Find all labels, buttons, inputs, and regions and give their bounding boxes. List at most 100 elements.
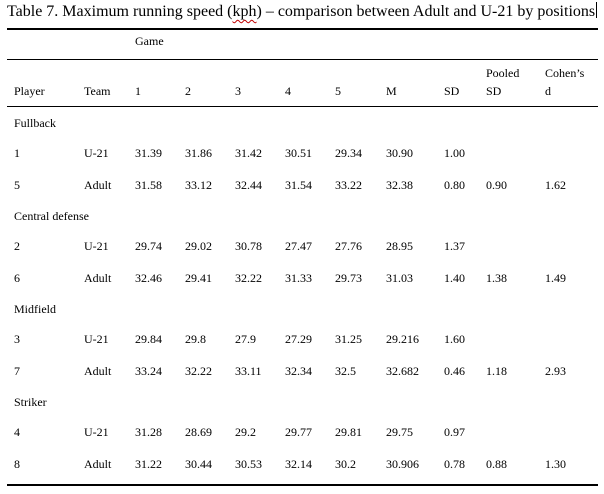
cell-g3: 30.78 xyxy=(235,239,262,253)
cell-team: U-21 xyxy=(84,146,109,160)
cell-m: 29.216 xyxy=(386,332,419,346)
cell-player: 6 xyxy=(14,271,20,285)
cell-g5: 30.2 xyxy=(335,457,356,471)
col-header-mean: M xyxy=(386,84,397,98)
cell-cohen: 1.62 xyxy=(545,178,566,192)
cell-pooled: 1.38 xyxy=(486,271,507,285)
cell-g4: 31.33 xyxy=(285,271,312,285)
game-group-header: Game xyxy=(135,34,164,48)
cell-g5: 27.76 xyxy=(335,239,362,253)
cell-g2: 28.69 xyxy=(185,425,212,439)
col-header-team: Team xyxy=(84,84,111,98)
cell-m: 30.90 xyxy=(386,146,413,160)
cell-sd: 1.60 xyxy=(444,332,465,346)
cell-team: Adult xyxy=(84,457,112,471)
cell-g1: 31.28 xyxy=(135,425,162,439)
col-header-cohen-line2: d xyxy=(545,84,551,98)
table-top-rule xyxy=(7,28,598,30)
cell-player: 8 xyxy=(14,457,20,471)
cell-m: 32.38 xyxy=(386,178,413,192)
cell-g4: 29.77 xyxy=(285,425,312,439)
col-header-sd: SD xyxy=(444,84,460,98)
cell-g2: 29.02 xyxy=(185,239,212,253)
cell-pooled: 0.90 xyxy=(486,178,507,192)
cell-g4: 32.34 xyxy=(285,364,312,378)
position-group-label: Midfield xyxy=(14,302,56,316)
position-group-label: Fullback xyxy=(14,116,56,130)
cell-m: 32.682 xyxy=(386,364,419,378)
cell-g2: 33.12 xyxy=(185,178,212,192)
cell-cohen: 1.49 xyxy=(545,271,566,285)
cell-sd: 0.46 xyxy=(444,364,465,378)
cell-g1: 31.39 xyxy=(135,146,162,160)
cell-g3: 29.2 xyxy=(235,425,256,439)
cell-player: 5 xyxy=(14,178,20,192)
header-bottom-rule xyxy=(7,106,598,107)
cell-g1: 31.58 xyxy=(135,178,162,192)
cell-g3: 31.42 xyxy=(235,146,262,160)
position-group-label: Striker xyxy=(14,395,47,409)
cell-g4: 31.54 xyxy=(285,178,312,192)
table-bottom-rule xyxy=(7,484,598,486)
cell-sd: 0.97 xyxy=(444,425,465,439)
col-header-game-5: 5 xyxy=(335,84,341,98)
cell-team: Adult xyxy=(84,364,112,378)
cell-g4: 30.51 xyxy=(285,146,312,160)
caption-text-after: ) – comparison between Adult and U-21 by… xyxy=(256,3,596,20)
cell-m: 28.95 xyxy=(386,239,413,253)
cell-g2: 32.22 xyxy=(185,364,212,378)
cell-g5: 33.22 xyxy=(335,178,362,192)
caption-text-before: Table 7. Maximum running speed ( xyxy=(7,3,233,20)
col-header-game-3: 3 xyxy=(235,84,241,98)
cell-g2: 31.86 xyxy=(185,146,212,160)
cell-g1: 32.46 xyxy=(135,271,162,285)
cell-team: U-21 xyxy=(84,425,109,439)
cell-player: 7 xyxy=(14,364,20,378)
cell-sd: 1.00 xyxy=(444,146,465,160)
header-top-rule xyxy=(7,59,598,60)
cell-g2: 29.41 xyxy=(185,271,212,285)
cell-pooled: 0.88 xyxy=(486,457,507,471)
col-header-cohen-line1: Cohen’s xyxy=(545,66,585,80)
cell-cohen: 1.30 xyxy=(545,457,566,471)
cell-g4: 27.47 xyxy=(285,239,312,253)
cell-m: 30.906 xyxy=(386,457,419,471)
cell-cohen: 2.93 xyxy=(545,364,566,378)
cell-g4: 27.29 xyxy=(285,332,312,346)
col-header-game-2: 2 xyxy=(185,84,191,98)
cell-g4: 32.14 xyxy=(285,457,312,471)
cell-pooled: 1.18 xyxy=(486,364,507,378)
cell-g3: 33.11 xyxy=(235,364,262,378)
cell-g3: 27.9 xyxy=(235,332,256,346)
col-header-game-1: 1 xyxy=(135,84,141,98)
cell-g5: 29.73 xyxy=(335,271,362,285)
cell-g1: 29.84 xyxy=(135,332,162,346)
cell-player: 2 xyxy=(14,239,20,253)
cell-player: 3 xyxy=(14,332,20,346)
cell-m: 29.75 xyxy=(386,425,413,439)
col-header-player: Player xyxy=(14,84,45,98)
cell-g1: 31.22 xyxy=(135,457,162,471)
cell-g5: 29.81 xyxy=(335,425,362,439)
col-header-game-4: 4 xyxy=(285,84,291,98)
cell-team: U-21 xyxy=(84,332,109,346)
cell-g2: 30.44 xyxy=(185,457,212,471)
table-caption: Table 7. Maximum running speed (kph) – c… xyxy=(7,2,604,22)
caption-spellcheck-word: kph xyxy=(232,3,257,20)
position-group-label: Central defense xyxy=(14,209,89,223)
cell-player: 4 xyxy=(14,425,20,439)
text-cursor xyxy=(596,2,598,18)
cell-m: 31.03 xyxy=(386,271,413,285)
cell-sd: 1.37 xyxy=(444,239,465,253)
cell-g5: 32.5 xyxy=(335,364,356,378)
cell-g1: 29.74 xyxy=(135,239,162,253)
cell-sd: 0.80 xyxy=(444,178,465,192)
cell-g3: 32.22 xyxy=(235,271,262,285)
cell-g5: 31.25 xyxy=(335,332,362,346)
cell-sd: 0.78 xyxy=(444,457,465,471)
cell-player: 1 xyxy=(14,146,20,160)
col-header-pooled-line2: SD xyxy=(486,84,502,98)
cell-team: Adult xyxy=(84,178,112,192)
cell-g2: 29.8 xyxy=(185,332,206,346)
cell-g3: 30.53 xyxy=(235,457,262,471)
